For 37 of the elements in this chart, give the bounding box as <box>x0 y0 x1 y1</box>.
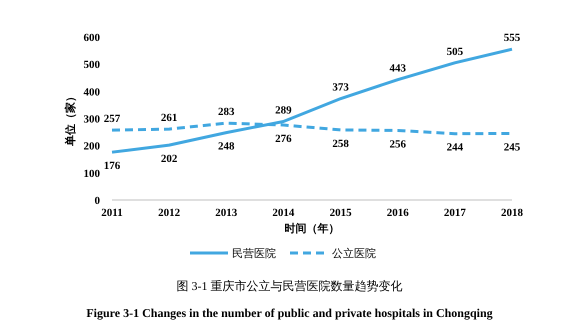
y-tick-label: 600 <box>84 32 100 44</box>
legend-label: 民营医院 <box>232 247 276 260</box>
x-tick-label: 2018 <box>501 207 524 219</box>
y-axis-title: 单位（家） <box>64 91 77 147</box>
y-tick-label: 400 <box>84 86 100 98</box>
data-label: 289 <box>275 104 292 116</box>
caption: Figure 3-1 Changes in the number of public and private hospitals in Chongqing <box>86 306 493 320</box>
caption: 图 3-1 重庆市公立与民营医院数量趋势变化 <box>176 279 402 293</box>
x-tick-label: 2017 <box>444 207 466 219</box>
x-tick-label: 2016 <box>386 207 410 219</box>
x-tick-label: 2011 <box>101 207 123 219</box>
data-label: 248 <box>218 140 236 153</box>
legend-label: 公立医院 <box>332 247 376 260</box>
y-tick-label: 500 <box>84 59 100 72</box>
data-label: 256 <box>389 138 406 150</box>
x-tick-label: 2012 <box>158 207 181 219</box>
y-tick-label: 300 <box>84 114 100 126</box>
data-label: 283 <box>218 106 236 118</box>
y-tick-label: 0 <box>94 195 100 207</box>
data-label: 258 <box>332 138 350 150</box>
data-label: 202 <box>160 153 178 166</box>
data-label: 276 <box>275 133 292 146</box>
data-label: 505 <box>446 46 464 58</box>
data-label: 176 <box>104 160 121 172</box>
y-tick-label: 100 <box>84 168 100 180</box>
data-label: 555 <box>504 32 521 44</box>
data-label: 373 <box>332 82 350 94</box>
y-tick-label: 200 <box>84 140 100 153</box>
data-label: 257 <box>104 113 121 126</box>
data-label: 443 <box>389 62 406 75</box>
x-axis-title: 时间（年） <box>284 222 340 235</box>
data-label: 245 <box>504 141 521 154</box>
data-label: 261 <box>160 112 178 124</box>
x-tick-label: 2014 <box>272 207 295 219</box>
x-tick-label: 2015 <box>330 207 352 219</box>
data-label: 244 <box>446 142 464 154</box>
x-tick-label: 2013 <box>215 207 238 219</box>
